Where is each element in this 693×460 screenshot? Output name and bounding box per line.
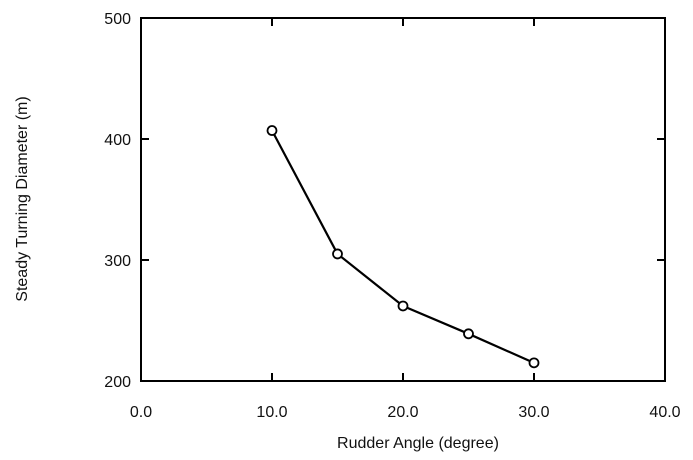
y-tick-label: 400 bbox=[104, 132, 131, 149]
x-tick-label: 0.0 bbox=[130, 404, 152, 421]
x-tick-label: 10.0 bbox=[256, 404, 287, 421]
y-tick-label: 300 bbox=[104, 253, 131, 270]
data-point bbox=[528, 357, 540, 369]
plot-frame bbox=[140, 17, 666, 382]
series-line bbox=[271, 130, 535, 364]
x-axis-title: Rudder Angle (degree) bbox=[337, 435, 499, 452]
data-point bbox=[397, 300, 409, 312]
y-tick-label: 200 bbox=[104, 374, 131, 391]
x-tick-label: 40.0 bbox=[649, 404, 680, 421]
series bbox=[266, 125, 540, 369]
data-point bbox=[332, 248, 343, 260]
y-tick-label: 500 bbox=[104, 11, 131, 28]
x-tick-label: 30.0 bbox=[518, 404, 549, 421]
data-point bbox=[463, 328, 474, 340]
y-axis-title: Steady Turning Diameter (m) bbox=[14, 96, 31, 301]
data-point bbox=[266, 125, 278, 136]
x-tick-label: 20.0 bbox=[387, 404, 418, 421]
ticks: 0.0 10.0 20.0 30.0 40.0 200 300 400 500 bbox=[104, 11, 680, 421]
